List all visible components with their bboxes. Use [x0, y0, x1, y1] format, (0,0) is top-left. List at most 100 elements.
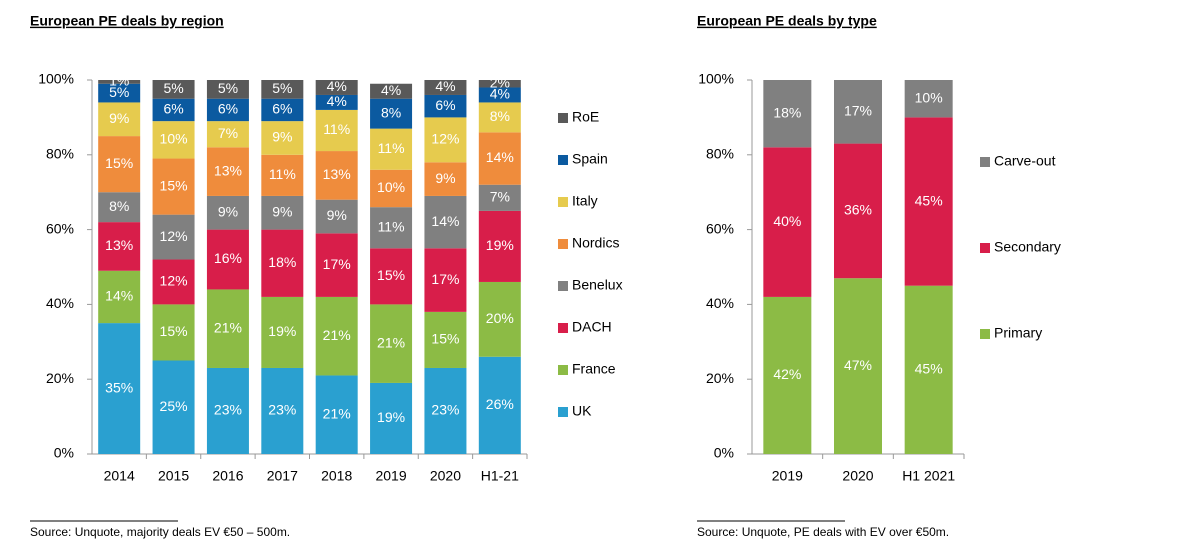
- data-label: 8%: [490, 108, 510, 124]
- data-label: 13%: [323, 166, 351, 182]
- data-label: 14%: [486, 149, 514, 165]
- data-label: 19%: [268, 323, 296, 339]
- bar-segment: [478, 102, 521, 133]
- bar-segment: [261, 121, 304, 155]
- data-label: 16%: [214, 250, 242, 266]
- bar-segment: [478, 281, 521, 357]
- data-label: 35%: [105, 379, 133, 395]
- data-label: 9%: [109, 110, 129, 126]
- x-tick-label: H1 2021: [902, 468, 955, 484]
- data-label: 23%: [214, 402, 242, 418]
- data-label: 8%: [109, 198, 129, 214]
- legend-label: France: [572, 361, 616, 377]
- bar-segment: [206, 98, 249, 122]
- bar-segment: [315, 94, 358, 110]
- bar-segment: [370, 382, 413, 454]
- bar-segment: [424, 117, 467, 163]
- data-label: 15%: [431, 331, 459, 347]
- data-label: 6%: [272, 101, 292, 117]
- data-label: 21%: [323, 405, 351, 421]
- bar-segment: [261, 296, 304, 368]
- bar-segment: [315, 151, 358, 200]
- bar-segment: [424, 162, 467, 196]
- bar-segment: [206, 195, 249, 230]
- data-label: 8%: [381, 104, 401, 120]
- bar-segment: [424, 94, 467, 118]
- data-label: 18%: [773, 104, 801, 120]
- bar-segment: [834, 278, 882, 454]
- bar-segment: [315, 375, 358, 454]
- bar-segment: [370, 128, 413, 170]
- bar-segment: [424, 248, 467, 312]
- bar-segment: [98, 102, 141, 137]
- y-tick-label: 20%: [46, 370, 74, 386]
- data-label: 11%: [269, 166, 296, 182]
- legend-label: Carve-out: [994, 153, 1056, 169]
- bar-segment: [98, 136, 141, 193]
- legend-label: DACH: [572, 319, 612, 335]
- bar-segment: [206, 121, 249, 148]
- x-tick-label: 2014: [104, 468, 135, 484]
- bar-segment: [834, 143, 882, 279]
- data-label: 4%: [435, 78, 455, 94]
- data-label: 20%: [486, 310, 514, 326]
- bar-segment: [370, 169, 413, 208]
- bar-segment: [315, 296, 358, 376]
- legend-swatch: [558, 197, 568, 207]
- y-tick-label: 0%: [54, 445, 74, 461]
- x-tick-label: 2020: [430, 468, 461, 484]
- data-label: 7%: [218, 125, 238, 141]
- data-label: 2%: [490, 74, 510, 90]
- y-tick-label: 60%: [706, 220, 734, 236]
- source-note: Source: Unquote, PE deals with EV over €…: [697, 525, 949, 539]
- legend-swatch: [980, 243, 990, 253]
- bar-segment: [261, 195, 304, 230]
- data-label: 9%: [272, 203, 292, 219]
- bar-segment: [478, 132, 521, 185]
- bar-segment: [370, 98, 413, 129]
- bar-segment: [261, 80, 304, 99]
- chart-title: European PE deals by type: [697, 13, 877, 29]
- bar-segment: [763, 147, 812, 297]
- data-label: 40%: [773, 213, 801, 229]
- legend-label: Nordics: [572, 235, 619, 251]
- data-label: 15%: [160, 323, 188, 339]
- bar-segment: [370, 207, 413, 249]
- x-tick-label: 2019: [375, 468, 406, 484]
- bar-segment: [478, 356, 521, 454]
- data-label: 17%: [844, 102, 872, 118]
- bar-segment: [424, 80, 467, 95]
- legend-label: Italy: [572, 193, 598, 209]
- bar-segment: [315, 233, 358, 297]
- data-label: 13%: [105, 237, 133, 253]
- legend-swatch: [558, 323, 568, 333]
- bar-segment: [904, 285, 953, 454]
- data-label: 10%: [160, 131, 188, 147]
- bar-segment: [424, 367, 467, 454]
- bar-segment: [152, 158, 195, 215]
- bar-segment: [206, 80, 249, 99]
- data-label: 17%: [431, 271, 459, 287]
- bar-segment: [206, 229, 249, 290]
- data-label: 10%: [377, 179, 405, 195]
- legend-label: Primary: [994, 325, 1042, 341]
- bar-segment: [98, 270, 141, 324]
- data-label: 23%: [268, 402, 296, 418]
- bar-segment: [261, 229, 304, 297]
- data-label: 42%: [773, 366, 801, 382]
- bar-segment: [834, 80, 882, 144]
- legend-label: UK: [572, 403, 592, 419]
- bar-segment: [98, 80, 141, 84]
- bar-segment: [478, 80, 521, 88]
- bar-segment: [370, 248, 413, 305]
- bar-segment: [152, 98, 195, 122]
- data-label: 15%: [160, 177, 188, 193]
- y-tick-label: 100%: [698, 71, 734, 87]
- legend-label: Spain: [572, 151, 608, 167]
- data-label: 11%: [323, 121, 350, 137]
- bar-segment: [478, 87, 521, 103]
- y-tick-label: 80%: [706, 146, 734, 162]
- y-tick-label: 40%: [706, 295, 734, 311]
- data-label: 9%: [272, 129, 292, 145]
